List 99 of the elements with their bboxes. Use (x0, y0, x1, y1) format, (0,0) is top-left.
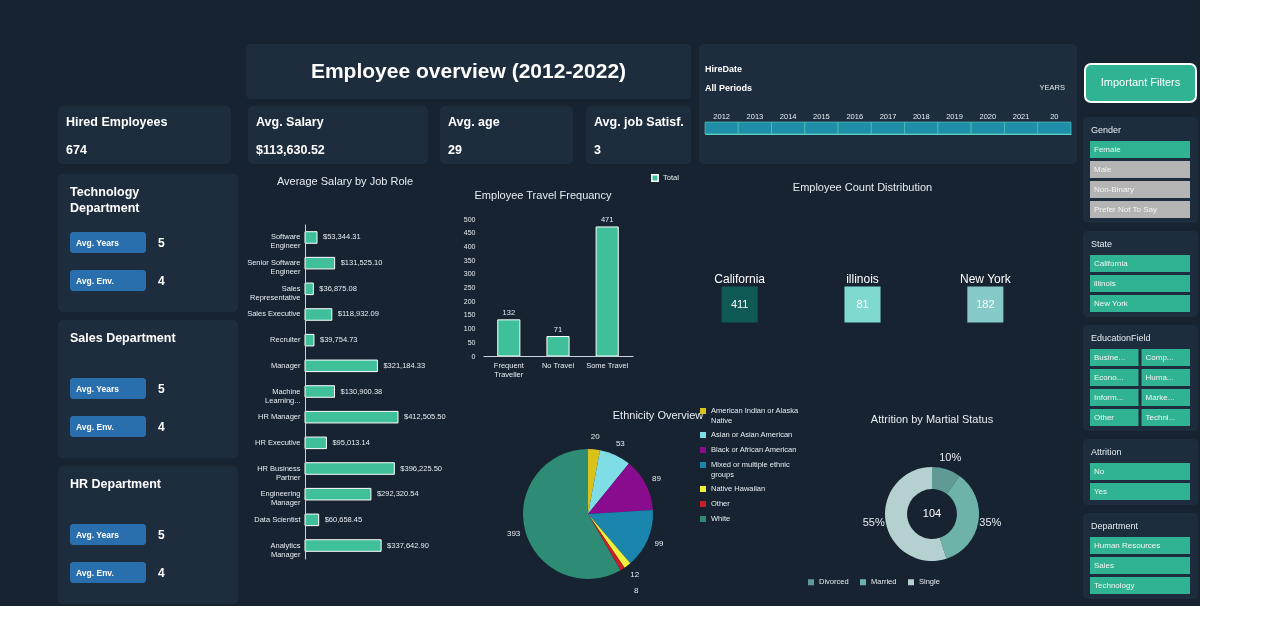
category-label: Female (1094, 145, 1122, 154)
data-label: 8 (634, 586, 640, 596)
category-label: Avg. age (448, 115, 500, 129)
category-label: Avg. Years (76, 529, 120, 540)
category-label: Technology (1094, 581, 1135, 590)
pie-slice (588, 514, 625, 571)
bar (304, 513, 320, 527)
category-label: California (1094, 259, 1129, 268)
bar (497, 319, 521, 357)
donut-slice (932, 467, 960, 494)
text: 104 (922, 507, 942, 519)
chart-title: Attrition by Martial Status (870, 413, 994, 425)
category-label: Marke... (1145, 393, 1175, 402)
data-label: 5 (158, 527, 165, 542)
pie-slice (588, 449, 601, 514)
data-label: 4 (158, 419, 165, 434)
category-label: Comp... (1145, 353, 1174, 362)
category-label: No (1094, 467, 1105, 476)
donut-slice (939, 475, 979, 559)
category-label: Avg. Years (76, 237, 120, 248)
pie-slice (588, 450, 629, 514)
chart-title: Ethnicity Overview (612, 409, 704, 421)
text: Attrition (1091, 447, 1122, 457)
category-label: Hired Employees (66, 115, 168, 129)
category-label: Avg. job Satisf. (594, 115, 684, 129)
chart-title: Average Salary by Job Role (276, 175, 414, 187)
text: 29 (448, 143, 462, 157)
bar (304, 385, 336, 398)
pie-slice (523, 449, 621, 579)
pie-slice (588, 510, 653, 564)
category-label: Huma... (1145, 373, 1174, 382)
category-label: California (714, 271, 766, 286)
text: Gender (1091, 125, 1122, 135)
data-label: 4 (158, 565, 165, 580)
bar (304, 333, 315, 347)
category-label: Yes (1094, 487, 1108, 496)
text: Important Filters (1100, 76, 1181, 88)
category-label: Busine... (1094, 353, 1126, 362)
data-label: 411 (730, 297, 749, 310)
category-label: illinois (1094, 279, 1116, 288)
chart-subtitle: All Periods (705, 83, 753, 93)
category-label: New York (960, 271, 1012, 286)
category-label: Econo... (1094, 373, 1124, 382)
bar (304, 410, 399, 424)
category-label: Avg. Env. (76, 421, 114, 432)
data-label: 12 (630, 570, 640, 580)
bar (304, 308, 333, 321)
category-label: Avg. Years (76, 383, 120, 394)
bar (304, 436, 327, 450)
data-label: 53 (615, 439, 626, 449)
category-label: Avg. Env. (76, 275, 114, 286)
data-label: 393 (506, 528, 521, 538)
category-label: Inform... (1094, 393, 1124, 402)
bar (595, 226, 619, 357)
text: EducationField (1091, 333, 1151, 343)
text: Department (1091, 521, 1139, 531)
data-label: 5 (158, 381, 165, 396)
pie-slice (588, 514, 631, 568)
pie-slice (588, 463, 653, 514)
category-label: Human Resources (1094, 541, 1161, 550)
text: $113,630.52 (256, 143, 325, 157)
category-label: Non-Binary (1094, 185, 1135, 194)
data-label: 5 (158, 235, 165, 250)
data-label: 4 (158, 273, 165, 288)
bar (304, 231, 318, 244)
series-label: Technology Department (70, 185, 141, 215)
donut-slice (885, 467, 947, 561)
data-label: 89 (652, 473, 662, 483)
category-label: Avg. Env. (76, 567, 114, 578)
category-label: Male (1094, 165, 1112, 174)
text: 674 (66, 143, 87, 157)
text: Employee overview (2012-2022) (310, 59, 627, 82)
data-label: 55% (862, 516, 885, 529)
bar (304, 462, 395, 475)
text: Employee Count Distribution (792, 181, 933, 193)
bar (304, 487, 372, 501)
bar (304, 282, 314, 296)
category-label: Sales (1094, 561, 1115, 570)
bar (304, 359, 378, 373)
text: State (1091, 239, 1113, 249)
category-label: Other (1094, 413, 1115, 422)
series-label: HR Department (70, 477, 162, 491)
data-label: 182 (976, 297, 995, 310)
bar (546, 336, 570, 357)
category-label: Techni... (1145, 413, 1176, 422)
data-label: 20 (590, 432, 601, 442)
category-label: illinois (846, 271, 879, 286)
data-label: 99 (654, 539, 664, 549)
text: 3 (594, 143, 601, 157)
data-label: 35% (979, 516, 1002, 529)
bar (304, 256, 336, 270)
data-label: 10% (939, 450, 962, 463)
category-label: New York (1094, 299, 1129, 308)
chart-title: Employee Travel Frequancy (474, 189, 612, 201)
chart-title: HireDate (705, 64, 743, 74)
category-label: Avg. Salary (256, 115, 324, 129)
series-label: Sales Department (70, 331, 177, 345)
data-label: 81 (856, 297, 869, 310)
bar (304, 539, 382, 552)
